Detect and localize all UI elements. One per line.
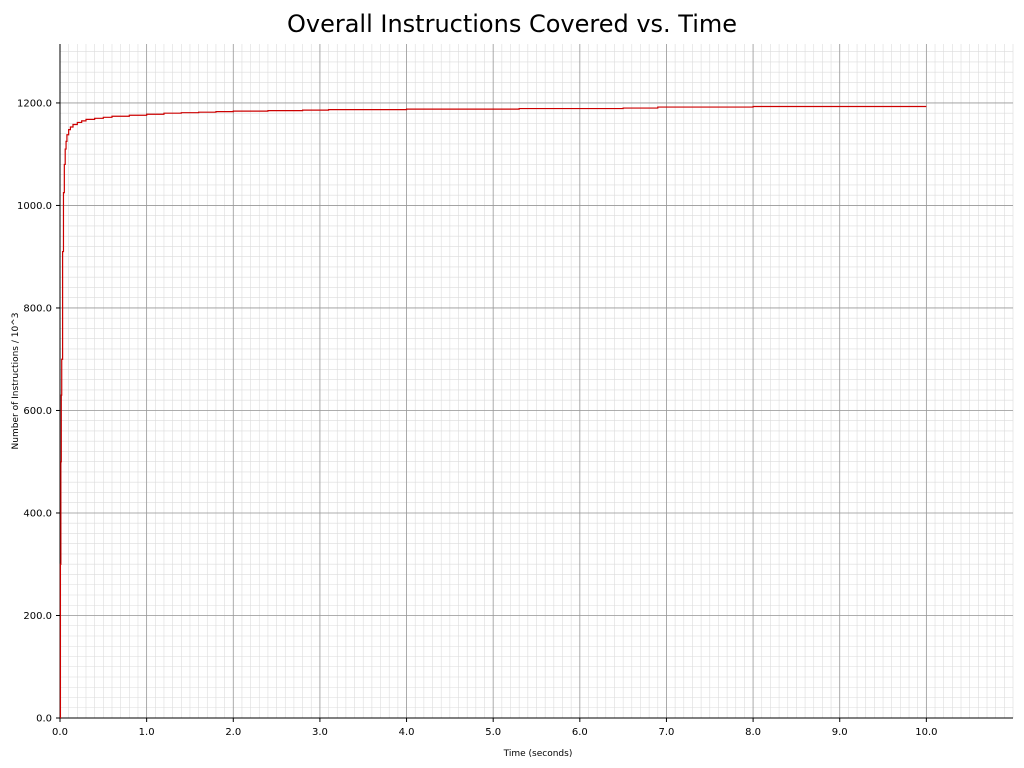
y-axis-label: Number of Instructions / 10^3 bbox=[11, 313, 21, 450]
x-tick-label: 6.0 bbox=[572, 727, 588, 738]
x-tick-label: 0.0 bbox=[52, 727, 68, 738]
x-tick-label: 1.0 bbox=[139, 727, 155, 738]
x-tick-label: 10.0 bbox=[915, 727, 937, 738]
y-tick-label: 0.0 bbox=[36, 714, 52, 725]
chart-title: Overall Instructions Covered vs. Time bbox=[286, 10, 738, 38]
y-tick-label: 600.0 bbox=[23, 406, 52, 417]
y-tick-label: 200.0 bbox=[23, 611, 52, 622]
y-tick-label: 800.0 bbox=[23, 303, 52, 314]
y-tick-label: 400.0 bbox=[23, 508, 52, 519]
series-line bbox=[59, 105, 927, 719]
minor-grid bbox=[59, 44, 1014, 719]
x-ticks: 0.0 1.0 2.0 3.0 4.0 5.0 6.0 7.0 8.0 9.0 10.0 bbox=[52, 718, 937, 738]
x-tick-label: 4.0 bbox=[399, 727, 415, 738]
x-tick-label: 7.0 bbox=[659, 727, 675, 738]
x-tick-label: 2.0 bbox=[225, 727, 241, 738]
x-tick-label: 5.0 bbox=[485, 727, 501, 738]
x-tick-label: 8.0 bbox=[745, 727, 761, 738]
major-grid bbox=[59, 44, 1013, 719]
y-tick-label: 1200.0 bbox=[17, 98, 52, 109]
x-tick-label: 3.0 bbox=[312, 727, 328, 738]
y-tick-label: 1000.0 bbox=[17, 201, 52, 212]
x-tick-label: 9.0 bbox=[832, 727, 848, 738]
y-ticks: 0.0 200.0 400.0 600.0 800.0 1000.0 1200.0 bbox=[17, 98, 60, 725]
series-layer bbox=[59, 105, 927, 719]
x-axis-label: Time (seconds) bbox=[503, 749, 573, 759]
